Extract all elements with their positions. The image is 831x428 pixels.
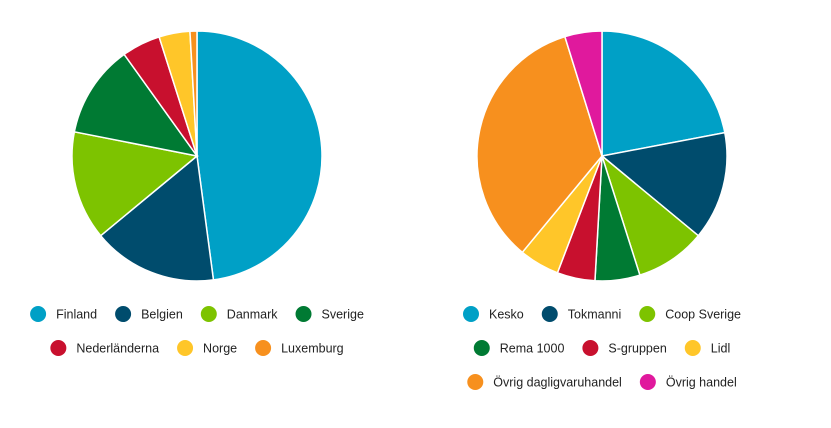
legend-label: Kesko [489, 307, 524, 321]
legend-swatch [255, 340, 272, 356]
pie-slice [600, 131, 728, 237]
legend-item: Danmark [200, 306, 278, 322]
legend-label: Övrig dagligvaruhandel [493, 375, 622, 389]
legend-swatch [463, 306, 479, 322]
legend-label: Sverige [322, 307, 364, 321]
pie-slice [601, 30, 726, 157]
legend-item: Sverige [295, 306, 364, 322]
legend-item: Rema 1000 [473, 340, 565, 356]
legend-item: Norge [177, 340, 237, 356]
legend-label: Norge [203, 341, 237, 355]
legend-item: Tokmanni [541, 306, 622, 322]
pie-slice [189, 30, 198, 157]
legend-item: S-gruppen [582, 340, 667, 356]
pie-slice [476, 35, 603, 254]
pie-slice [99, 154, 215, 282]
legend-swatch [50, 340, 67, 356]
legend-swatch [30, 306, 47, 322]
legend-label: Coop Sverige [665, 307, 741, 321]
legend-label: Övrig handel [666, 375, 737, 389]
legend-swatch [177, 340, 194, 356]
legend-item: Luxemburg [255, 340, 344, 356]
legend-item: Övrig dagligvaruhandel [467, 374, 622, 390]
pie-slice [71, 130, 199, 237]
legend-swatch [295, 306, 312, 322]
legend-item: Kesko [463, 306, 524, 322]
legend-item: Nederländerna [50, 340, 159, 356]
legend-label: Danmark [227, 307, 278, 321]
legend-swatch [473, 340, 490, 356]
legend-swatch [200, 306, 217, 322]
legend-swatch [467, 374, 484, 390]
legend-swatch [684, 340, 701, 356]
legend-label: S-gruppen [608, 341, 666, 355]
legend-item: Coop Sverige [639, 306, 741, 322]
legend-label: Finland [56, 307, 97, 321]
legend-swatch [639, 374, 656, 390]
legend-item: Finland [30, 306, 97, 322]
legend-label: Rema 1000 [500, 341, 565, 355]
legend-label: Lidl [711, 341, 730, 355]
legend-label: Belgien [141, 307, 183, 321]
legend-swatch [582, 340, 599, 356]
legend-swatch [541, 306, 558, 322]
legend-label: Nederländerna [76, 341, 159, 355]
pie-slice [196, 30, 323, 281]
pie-slice [563, 30, 603, 157]
legend-item: Belgien [115, 306, 183, 322]
pie-slice [73, 53, 199, 158]
legend-label: Tokmanni [568, 307, 622, 321]
legend-item: Lidl [684, 340, 730, 356]
legend-label: Luxemburg [281, 341, 344, 355]
legend-swatch [639, 306, 656, 322]
legend-swatch [115, 306, 132, 322]
legend-item: Övrig handel [639, 374, 737, 390]
